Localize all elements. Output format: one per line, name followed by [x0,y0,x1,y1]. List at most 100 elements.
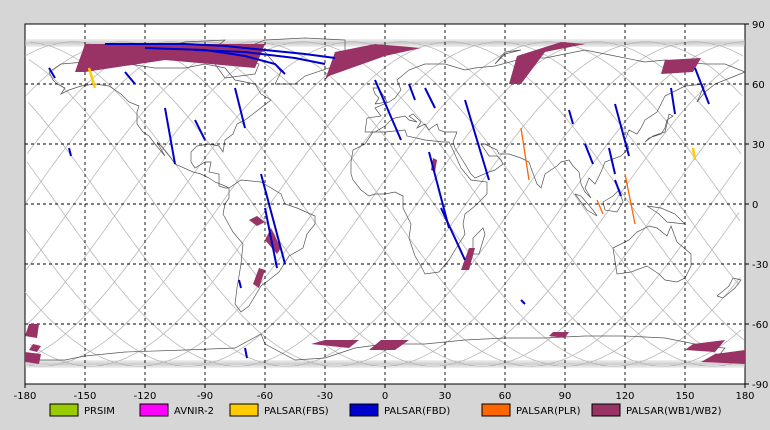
orbit-track [28,59,516,367]
coastline [612,225,692,283]
swath-wb [25,352,41,364]
swath-fbd [424,87,436,109]
legend-swatch [49,403,79,417]
swath-wb [325,44,421,80]
swath-fbd [374,79,402,141]
orbit-track [25,203,369,367]
x-tick-label: -180 [14,391,37,402]
coastline [602,189,624,213]
x-tick-label: 60 [499,391,512,402]
swath-wb [25,324,39,338]
x-tick-label: 150 [675,391,694,402]
swath-fbd [144,47,286,75]
swath-fbs [87,67,97,89]
x-tick-label: -30 [317,391,333,402]
legend-swatch [139,403,169,417]
y-tick-label: 30 [752,140,765,151]
legend-swatch [481,403,511,417]
swath-wb [253,268,265,288]
y-tick-label: -30 [752,260,768,271]
orbit-track [24,203,320,367]
swath-fbd [244,347,248,359]
orbit-track [465,41,743,205]
swath-fbd [614,179,622,197]
swath-fbd [670,87,676,115]
swath-plr [624,173,636,225]
swath-fbd [428,151,450,229]
orbit-track [29,41,565,367]
swath-wb [29,344,41,352]
swath-fbd [164,107,176,165]
swath-fbd [520,299,526,305]
legend-label: PALSAR(FBS) [264,406,329,417]
swath-wb [701,350,745,364]
orbit-track [661,101,741,205]
swath-wb [311,340,359,348]
swath-fbd [694,67,710,105]
y-tick-label: -60 [752,320,768,331]
x-tick-label: 30 [439,391,452,402]
swath-fbd [264,207,278,269]
orbit-track [26,203,124,325]
swath-fbd [234,87,246,129]
orbit-track [563,41,745,205]
legend-swatch [229,403,259,417]
legend-swatch [349,403,379,417]
swath-wb [265,228,281,254]
x-tick-label: -150 [74,391,97,402]
orbit-track [25,203,75,271]
swath-wb [249,216,265,226]
observation-swaths [25,42,745,364]
swath-fbd [124,71,136,85]
swath-wb [509,42,585,84]
orbit-track [269,41,745,341]
swath-fbs [691,147,697,161]
swath-fbd [48,67,56,79]
swath-plr [520,127,530,181]
orbit-track [710,161,742,205]
legend-label: PALSAR(WB1/WB2) [626,406,722,417]
legend-label: PALSAR(PLR) [516,406,581,417]
y-tick-label: 90 [752,20,765,31]
coastline [644,113,674,143]
x-tick-label: -60 [257,391,273,402]
orbit-track [27,203,173,359]
coastline [716,277,742,299]
axis-ticks: -180 -150 -120 -90 -60 -30 0 30 60 90 120 150 180 90 6… [14,20,769,402]
swath-fbd [68,147,72,157]
swath-fbd [260,173,286,265]
x-tick-label: 0 [382,391,388,402]
coastline [364,49,746,199]
swath-wb [661,58,701,74]
legend-label: AVNIR-2 [174,406,214,417]
orbit-track [612,59,740,205]
swath-fbd [238,279,242,289]
orbit-track [24,41,740,367]
swath-wb [549,332,569,338]
swath-fbd [408,83,416,101]
coastline [472,227,486,255]
swath-fbd [614,103,630,157]
swath-wb [685,340,725,352]
swath-fbd [608,147,616,175]
x-tick-label: -90 [197,391,213,402]
y-tick-label: 60 [752,80,765,91]
y-tick-label: -90 [752,380,768,391]
legend-label: PRSIM [84,406,115,417]
coastline [574,193,598,217]
swath-fbd [194,49,326,65]
swath-wb [369,340,409,350]
swath-fbd [105,43,336,59]
swath-fbd [194,119,206,141]
x-tick-label: 90 [559,391,572,402]
x-tick-label: 120 [615,391,634,402]
map-grid [25,24,745,384]
coastline [494,49,522,65]
legend-swatch [591,403,621,417]
coastline [48,61,272,189]
orbit-track [220,41,744,365]
swath-fbd [464,99,490,181]
swath-fbd [568,109,574,125]
legend-label: PALSAR(FBD) [384,406,450,417]
